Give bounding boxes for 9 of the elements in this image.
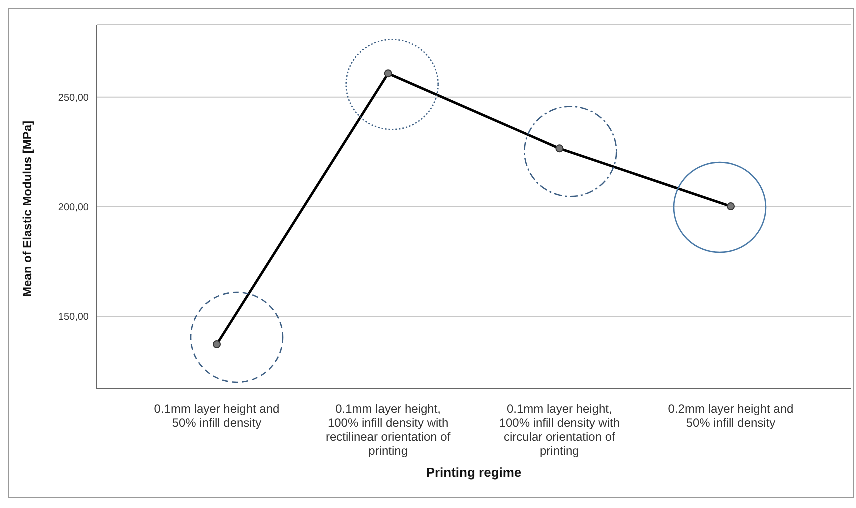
y-tick-label: 250,00 <box>58 92 90 104</box>
x-tick-label: 0.2mm layer height and 50% infill density <box>668 402 794 430</box>
x-tick-label: 0.1mm layer height and 50% infill density <box>154 402 280 430</box>
x-tick-label: 0.1mm layer height, 100% infill density with rectilinear orientation of printing <box>326 402 452 458</box>
y-axis-title: Mean of Elastic Modulus [MPa] <box>20 120 34 297</box>
x-axis-title: Printing regime <box>426 465 522 480</box>
y-tick-label: 200,00 <box>58 202 90 214</box>
x-tick-label: 0.1mm layer height, 100% infill density with circular orientation of printing <box>499 402 620 458</box>
y-tick-label: 150,00 <box>58 312 90 324</box>
